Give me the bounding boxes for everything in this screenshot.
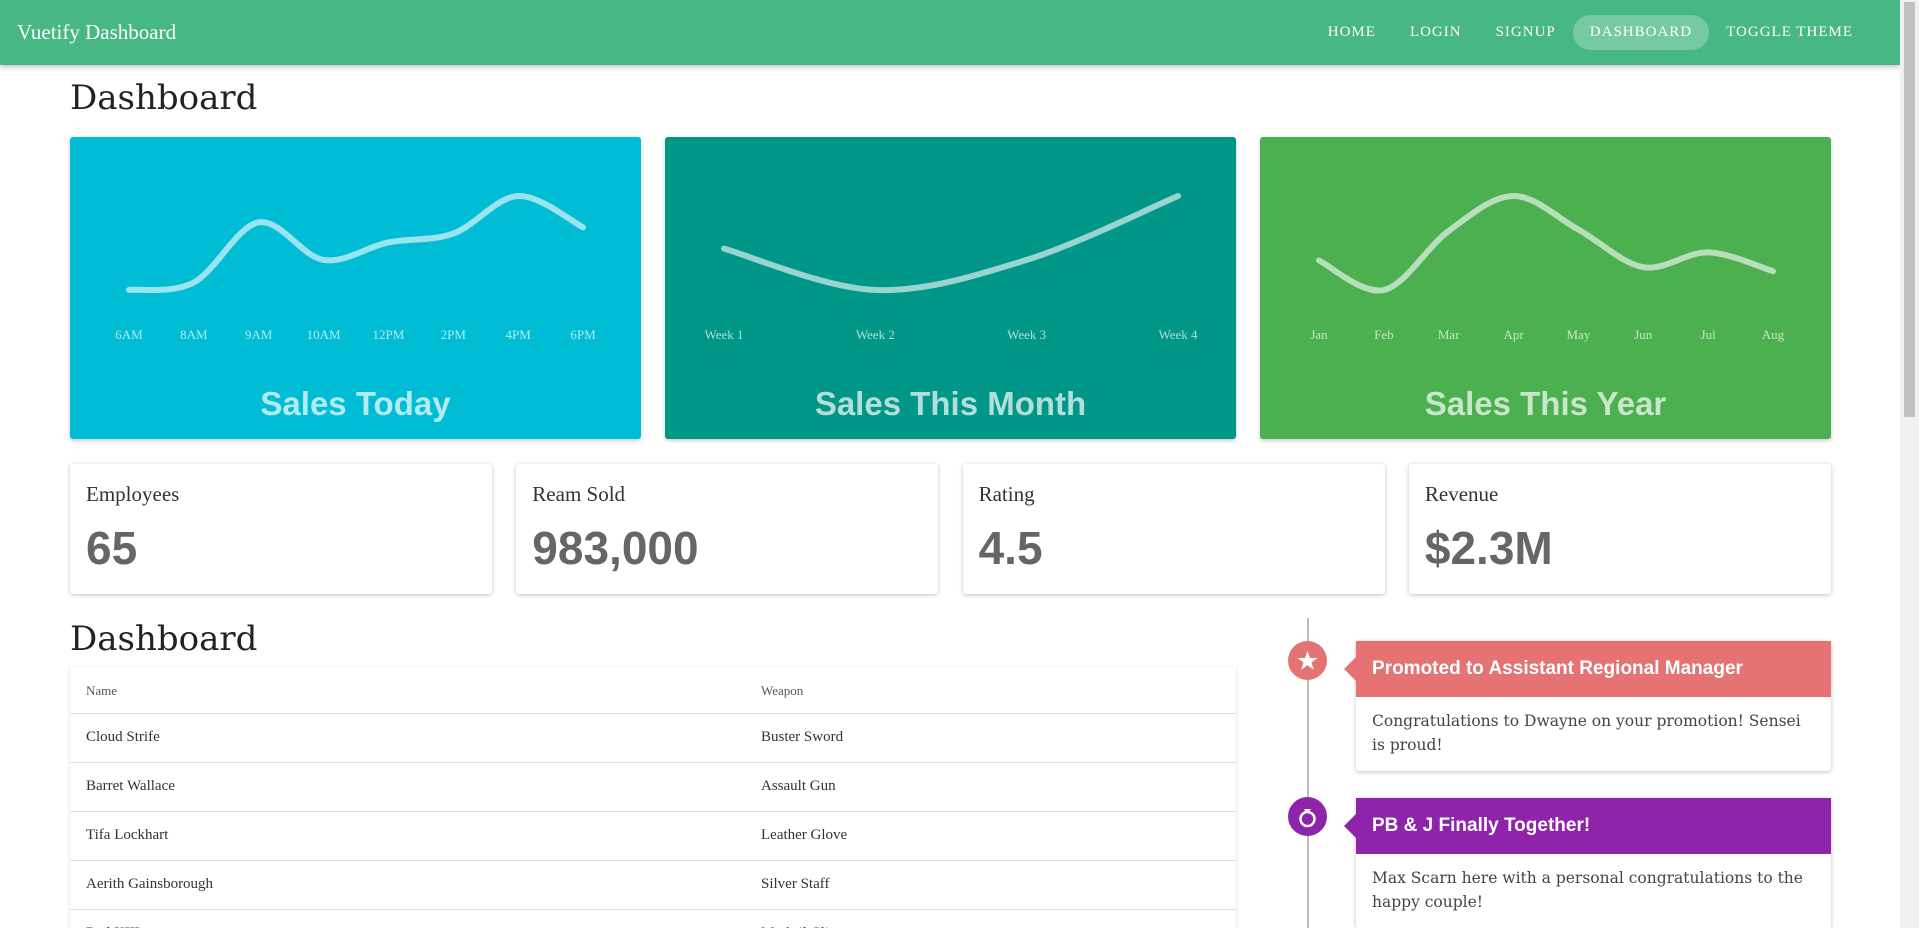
table-row: Tifa Lockhart Leather Glove bbox=[70, 812, 1236, 861]
card-title: Sales Today bbox=[260, 385, 451, 422]
x-label: Jun bbox=[1634, 327, 1653, 342]
table-cell: Barret Wallace bbox=[86, 778, 175, 794]
brand[interactable]: Vuetify Dashboard bbox=[17, 20, 177, 44]
scrollbar-thumb[interactable] bbox=[1904, 2, 1915, 417]
x-label: Week 2 bbox=[856, 327, 895, 342]
stat-card: Ream Sold 983,000 bbox=[516, 464, 939, 594]
timeline-text: Max Scarn here with a personal congratul… bbox=[1372, 869, 1803, 911]
table-row: Aerith Gainsborough Silver Staff bbox=[70, 861, 1236, 910]
header-arrow bbox=[1344, 814, 1356, 838]
nav-link[interactable]: DASHBOARD bbox=[1572, 15, 1710, 50]
stat-label: Employees bbox=[86, 482, 180, 506]
data-table: Name Weapon Cloud Strife Buster Sword Barret… bbox=[70, 667, 1236, 928]
x-label: 12PM bbox=[373, 327, 405, 342]
x-label: 8AM bbox=[180, 327, 208, 342]
table-header: Name Weapon bbox=[70, 667, 1236, 714]
table-cell: Silver Staff bbox=[761, 876, 830, 892]
x-label: 10AM bbox=[307, 327, 341, 342]
timeline-card-header: PB & J Finally Together! bbox=[1344, 798, 1831, 854]
x-label: 2PM bbox=[441, 327, 467, 342]
sparkline-path bbox=[721, 193, 1181, 294]
header-arrow bbox=[1344, 657, 1356, 681]
timeline-title: PB & J Finally Together! bbox=[1372, 815, 1591, 836]
nav-link[interactable]: SIGNUP bbox=[1495, 24, 1556, 40]
nav-link[interactable]: TOGGLE THEME bbox=[1726, 24, 1853, 40]
navbar: Vuetify Dashboard HOME LOGIN SIGNUP DASHBOA… bbox=[0, 0, 1900, 65]
stat-label: Revenue bbox=[1424, 482, 1499, 506]
sparkline: 6AM 8AM 9AM 10AM 12PM 2PM 4PM 6PM Sales Today bbox=[115, 193, 596, 422]
table-cell: Buster Sword bbox=[761, 729, 844, 745]
table-row: Cloud Strife Buster Sword bbox=[70, 714, 1236, 763]
stat-value: $2.3M bbox=[1424, 522, 1553, 574]
x-label: Week 4 bbox=[1158, 327, 1198, 342]
table-title: Dashboard bbox=[70, 619, 258, 659]
x-label: Apr bbox=[1503, 327, 1524, 342]
table-cell: Assault Gun bbox=[761, 778, 836, 794]
card-title: Sales This Month bbox=[815, 385, 1086, 422]
x-label: Jan bbox=[1310, 327, 1328, 342]
timeline-card: PB & J Finally Together! Max Scarn here w… bbox=[1344, 798, 1831, 928]
x-label: 4PM bbox=[505, 327, 531, 342]
nav-link[interactable]: HOME bbox=[1327, 24, 1376, 40]
sparkline-card: Jan Feb Mar Apr May Jun Jul Aug Sales This Year bbox=[1260, 137, 1831, 439]
timeline-icon bbox=[1288, 641, 1327, 680]
table-cell: Aerith Gainsborough bbox=[86, 876, 214, 892]
stat-card: Rating 4.5 bbox=[962, 464, 1385, 594]
sparkline-path bbox=[126, 193, 586, 294]
ring-icon bbox=[1299, 809, 1316, 828]
x-label: Feb bbox=[1374, 327, 1394, 342]
stat-label: Ream Sold bbox=[532, 482, 626, 506]
timeline-icon bbox=[1288, 797, 1327, 836]
timeline-text: Congratulations to Dwayne on your promot… bbox=[1372, 712, 1801, 754]
sparkline-card: Week 1 Week 2 Week 3 Week 4 Sales This Month bbox=[665, 137, 1236, 439]
x-label: May bbox=[1567, 327, 1591, 342]
x-label: 6AM bbox=[115, 327, 143, 342]
x-label: 6PM bbox=[570, 327, 596, 342]
column-header[interactable]: Name bbox=[86, 683, 118, 698]
table-cell: Cloud Strife bbox=[86, 729, 160, 745]
nav-link[interactable]: LOGIN bbox=[1409, 24, 1462, 40]
column-header[interactable]: Weapon bbox=[761, 683, 804, 698]
timeline-card-header: Promoted to Assistant Regional Manager bbox=[1344, 641, 1831, 697]
star-icon bbox=[1297, 651, 1318, 670]
table-cell: Red XIII bbox=[86, 910, 140, 928]
x-label: 9AM bbox=[245, 327, 273, 342]
table-cell: Mythril Clip bbox=[761, 910, 836, 928]
table-cell: Leather Glove bbox=[761, 827, 848, 843]
x-label: Week 1 bbox=[704, 327, 743, 342]
timeline-card: Promoted to Assistant Regional Manager Co… bbox=[1344, 641, 1831, 771]
table-row: Red XIII Mythril Clip bbox=[70, 910, 1236, 928]
sparkline-card: 6AM 8AM 9AM 10AM 12PM 2PM 4PM 6PM Sales Today bbox=[70, 137, 641, 439]
page-title: Dashboard bbox=[70, 78, 258, 118]
timeline-line bbox=[1307, 618, 1309, 928]
x-label: Mar bbox=[1438, 327, 1460, 342]
x-label: Jul bbox=[1701, 327, 1717, 342]
x-label: Week 3 bbox=[1007, 327, 1046, 342]
stat-card: Employees 65 bbox=[70, 464, 492, 594]
sparkline: Week 1 Week 2 Week 3 Week 4 Sales This Month bbox=[704, 193, 1198, 422]
card-title: Sales This Year bbox=[1425, 385, 1667, 422]
stat-label: Rating bbox=[978, 482, 1035, 506]
sparkline: Jan Feb Mar Apr May Jun Jul Aug Sales This Year bbox=[1310, 192, 1785, 422]
table-row: Barret Wallace Assault Gun bbox=[70, 763, 1236, 812]
nav-links: HOME LOGIN SIGNUP DASHBOARD TOGGLE THEME bbox=[1311, 15, 1870, 50]
x-label: Aug bbox=[1762, 327, 1785, 342]
sparkline-path bbox=[1316, 192, 1776, 294]
stat-value: 65 bbox=[86, 522, 138, 574]
stat-card: Revenue $2.3M bbox=[1408, 464, 1831, 594]
stat-value: 983,000 bbox=[532, 522, 699, 574]
stat-value: 4.5 bbox=[978, 522, 1043, 574]
table-cell: Tifa Lockhart bbox=[86, 827, 169, 843]
timeline-title: Promoted to Assistant Regional Manager bbox=[1372, 658, 1743, 679]
